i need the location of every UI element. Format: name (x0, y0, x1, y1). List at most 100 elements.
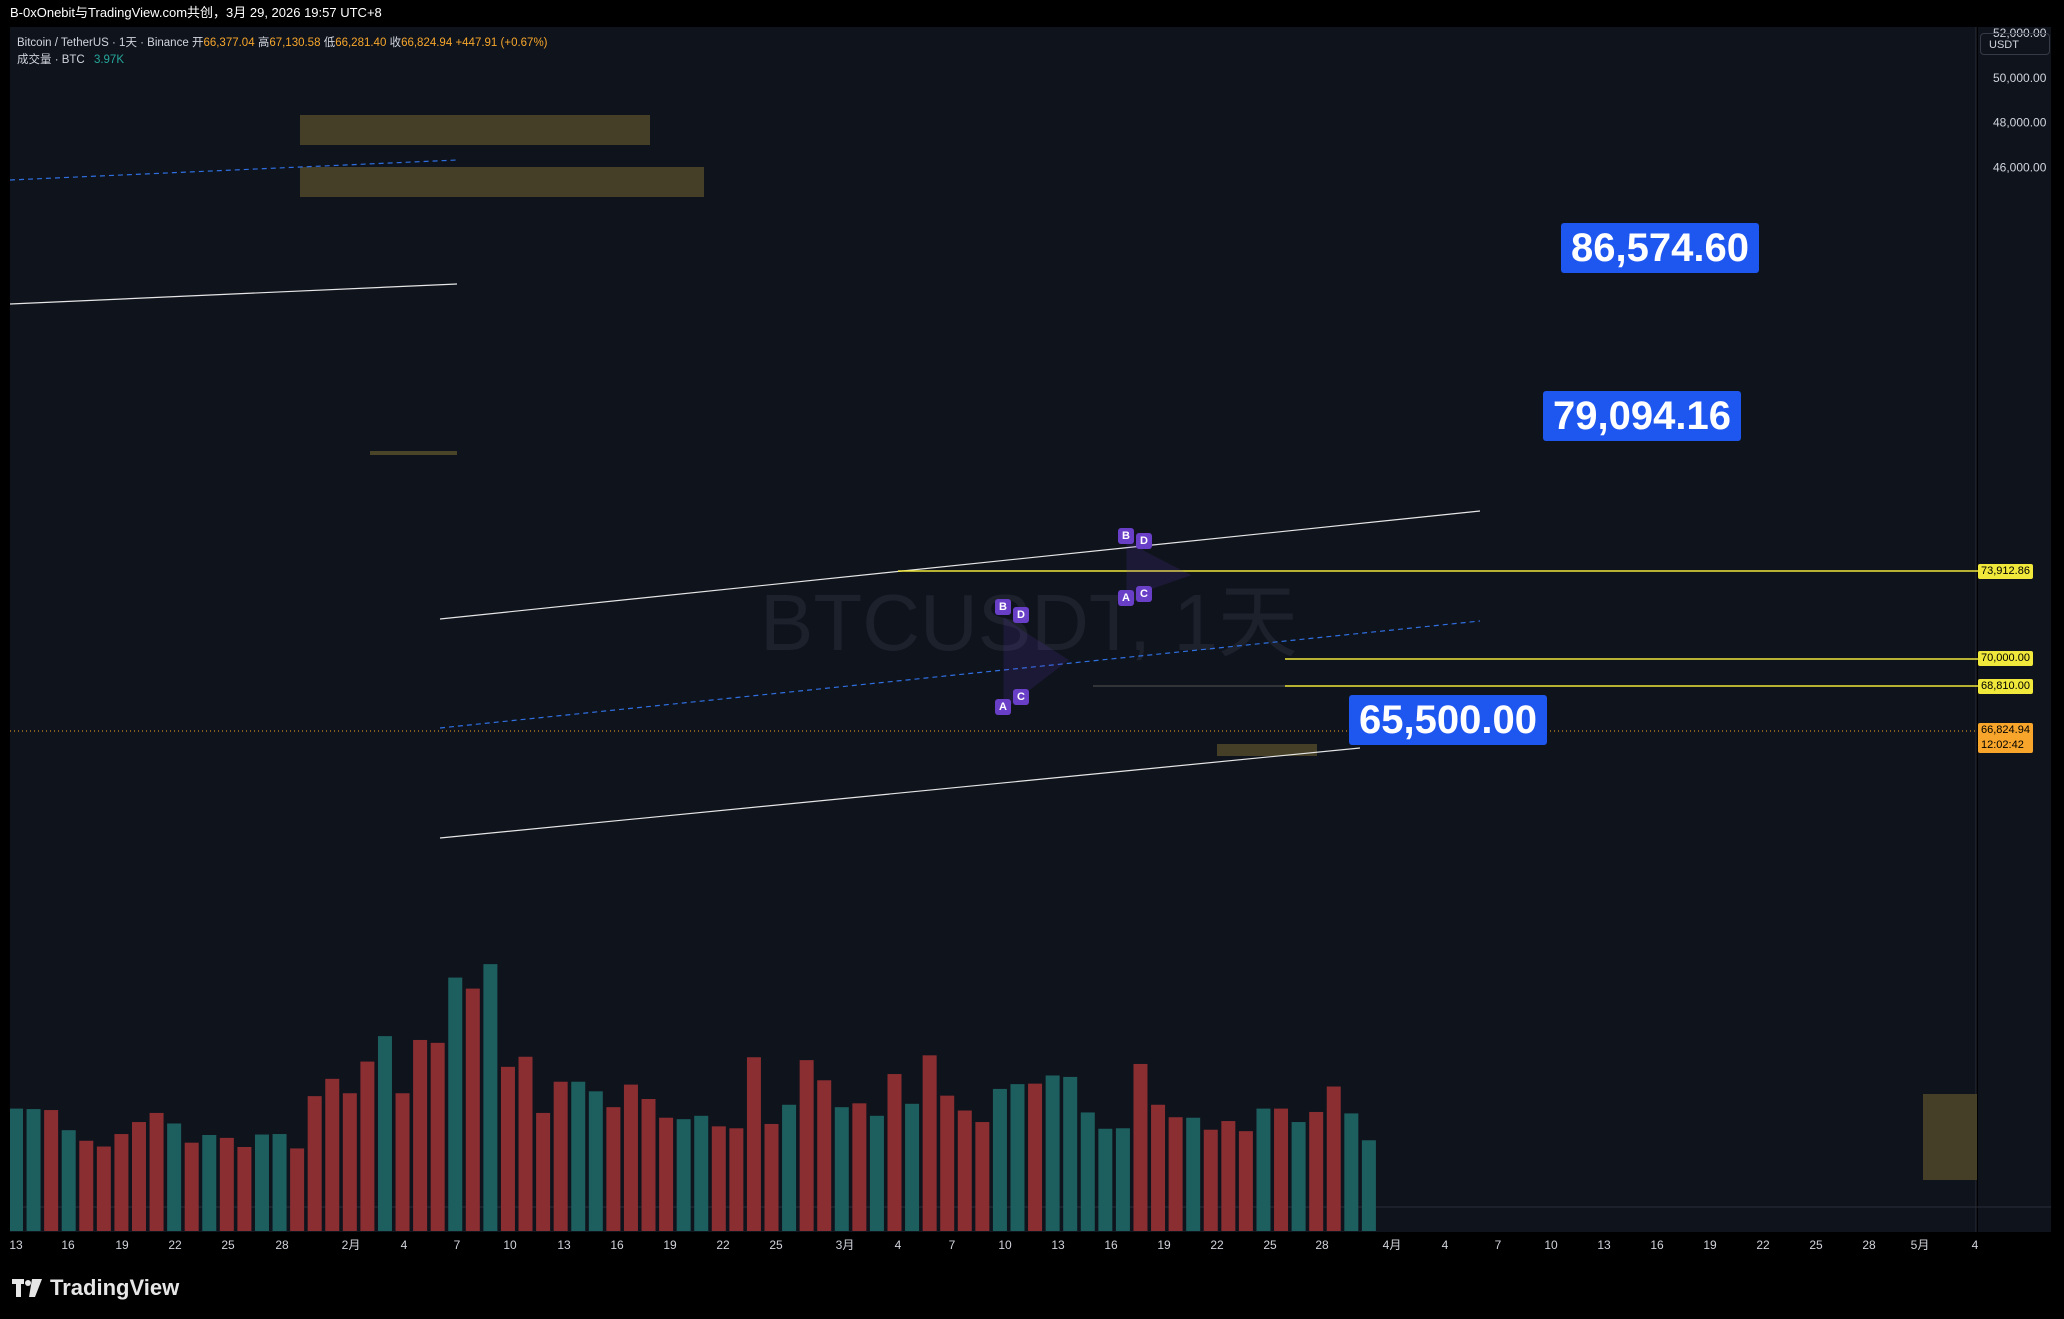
tradingview-logo-icon (12, 1279, 42, 1297)
volume-bar (571, 1081, 586, 1231)
volume-bar (1203, 1129, 1218, 1231)
volume-bar (1028, 1083, 1043, 1231)
x-axis-tick-label: 13 (10, 1238, 23, 1252)
volume-bar (96, 1146, 111, 1231)
pattern-point-c-2[interactable]: C (1136, 586, 1152, 602)
volume-bar (1115, 1128, 1130, 1231)
last-price-value: 66,824.94 (1981, 724, 2030, 736)
volume-bar (975, 1122, 990, 1231)
harmonic-pattern-1 (1003, 617, 1069, 711)
snapshot-caption: B-0xOnebit与TradingView.com共创，3月 29, 2026… (10, 5, 382, 20)
pattern-point-a-2[interactable]: A (1118, 590, 1134, 606)
x-axis-tick-label: 7 (1495, 1238, 1502, 1252)
x-axis-tick-label: 16 (61, 1238, 75, 1252)
low-label: 低 (323, 37, 336, 49)
open-value: 66,377.04 (203, 37, 255, 49)
volume-bar (869, 1115, 884, 1231)
volume-bar (325, 1078, 340, 1231)
x-axis-tick-label: 4 (401, 1238, 408, 1252)
pattern-point-d-1[interactable]: D (1013, 607, 1029, 623)
volume-bar (1010, 1084, 1025, 1231)
watermark: BTCUSDT, 1天 (760, 578, 1298, 667)
pattern-point-b-2[interactable]: B (1118, 528, 1134, 544)
volume-bar (1361, 1140, 1376, 1231)
tradingview-logo[interactable]: TradingView (12, 1270, 179, 1306)
x-axis-tick-label: 13 (1051, 1238, 1065, 1252)
x-axis-tick-label: 25 (1809, 1238, 1823, 1252)
volume-bar (940, 1095, 955, 1231)
volume-bar (413, 1039, 428, 1231)
open-label: 开 (191, 37, 204, 49)
pattern-point-c-1[interactable]: C (1013, 689, 1029, 705)
resistance-zone-2 (300, 167, 704, 197)
volume-bar (676, 1119, 691, 1231)
volume-bar (79, 1140, 94, 1231)
volume-bar (659, 1117, 674, 1231)
volume-bar (1133, 1063, 1148, 1231)
volume-bar (1168, 1117, 1183, 1231)
volume-bar (729, 1128, 744, 1231)
volume-bar (1344, 1113, 1359, 1231)
x-axis-tick-label: 22 (168, 1238, 182, 1252)
close-label: 收 (389, 37, 402, 49)
volume-zone (1923, 1094, 1977, 1180)
resistance-zone-1 (300, 115, 650, 145)
low-value: 66,281.40 (335, 37, 387, 49)
symbol-title[interactable]: Bitcoin / TetherUS · 1天 · Binance (17, 37, 189, 49)
volume-bar (500, 1066, 515, 1231)
trendline-blue-upper-left (10, 159, 458, 181)
x-axis-tick-label: 10 (998, 1238, 1012, 1252)
volume-bar (44, 1110, 59, 1231)
price-callout-86574: 86,574.60 (1561, 223, 1759, 273)
volume-bar (219, 1137, 234, 1231)
volume-bar (518, 1056, 533, 1231)
volume-bar (1186, 1117, 1201, 1231)
x-axis-tick-label: 13 (1597, 1238, 1611, 1252)
volume-bar (254, 1134, 269, 1231)
volume-bar (641, 1099, 656, 1231)
pattern-point-b-1[interactable]: B (995, 599, 1011, 615)
last-price-label: 66,824.94 12:02:42 (1978, 723, 2033, 753)
bar-countdown: 12:02:42 (1981, 739, 2024, 751)
volume-bar (746, 1057, 761, 1231)
trendline-white-upper-left (10, 283, 458, 305)
price-axis-background (1978, 27, 2051, 1232)
x-axis-tick-label: 19 (1157, 1238, 1171, 1252)
pattern-point-d-2[interactable]: D (1136, 533, 1152, 549)
currency-button[interactable]: USDT (1980, 33, 2050, 55)
y-axis-tick-label: 50,000.00 (1993, 71, 2047, 85)
x-axis-tick-label: 19 (1703, 1238, 1717, 1252)
price-callout-79094: 79,094.16 (1543, 391, 1741, 441)
x-axis-tick-label: 19 (663, 1238, 677, 1252)
pattern-point-a-1[interactable]: A (995, 699, 1011, 715)
volume-bar (1326, 1086, 1341, 1231)
x-axis-tick-label: 25 (769, 1238, 783, 1252)
volume-bar (1238, 1131, 1253, 1231)
change-value: +447.91 (+0.67%) (455, 37, 548, 49)
volume-bar (1151, 1104, 1166, 1231)
volume-bar (61, 1130, 76, 1231)
x-axis-tick-label: 3月 (836, 1238, 855, 1252)
x-axis-tick-label: 16 (610, 1238, 624, 1252)
volume-bar (606, 1107, 621, 1231)
channel-mid-line (439, 620, 1481, 729)
volume-bar (1309, 1111, 1324, 1231)
snapshot-caption-bar: B-0xOnebit与TradingView.com共创，3月 29, 2026… (0, 0, 2064, 26)
volume-bar (588, 1091, 603, 1231)
volume-bar (360, 1061, 375, 1231)
volume-bar (307, 1096, 322, 1231)
price-chart[interactable]: BTCUSDT, 1天96,000.0094,000.0092,000.0090… (10, 27, 2051, 1257)
volume-bar (483, 964, 498, 1231)
x-axis-tick-label: 28 (275, 1238, 289, 1252)
x-axis-tick-label: 28 (1862, 1238, 1876, 1252)
channel-lower-line (439, 747, 1361, 839)
volume-bar (1221, 1121, 1236, 1231)
volume-label[interactable]: 成交量 · BTC (17, 54, 85, 66)
x-axis-tick-label: 10 (503, 1238, 517, 1252)
volume-bar (26, 1109, 41, 1231)
volume-value: 3.97K (93, 54, 124, 66)
volume-bar (1045, 1075, 1060, 1231)
price-callout-86574-text: 86,574.60 (1571, 226, 1749, 270)
volume-bar (1080, 1112, 1095, 1231)
